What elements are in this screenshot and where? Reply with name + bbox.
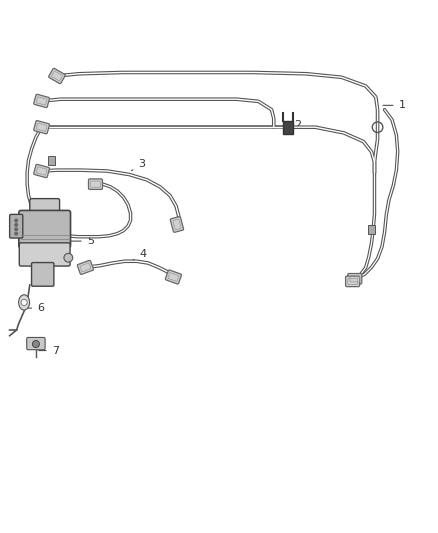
FancyBboxPatch shape	[10, 214, 23, 238]
Ellipse shape	[18, 295, 30, 310]
FancyBboxPatch shape	[348, 273, 362, 284]
FancyBboxPatch shape	[78, 260, 93, 274]
Text: 2: 2	[288, 120, 301, 134]
FancyBboxPatch shape	[346, 276, 360, 287]
Circle shape	[21, 300, 27, 305]
FancyBboxPatch shape	[34, 120, 49, 134]
Circle shape	[32, 341, 39, 348]
Circle shape	[15, 232, 18, 235]
Bar	[48, 156, 55, 165]
FancyBboxPatch shape	[34, 164, 49, 177]
FancyBboxPatch shape	[34, 94, 49, 108]
Text: 3: 3	[131, 159, 145, 171]
FancyBboxPatch shape	[32, 263, 54, 286]
Text: 7: 7	[39, 345, 59, 356]
FancyBboxPatch shape	[88, 179, 102, 189]
Text: 5: 5	[71, 236, 94, 246]
FancyBboxPatch shape	[27, 337, 45, 350]
Circle shape	[15, 219, 18, 222]
Bar	[368, 225, 375, 233]
FancyBboxPatch shape	[19, 211, 71, 248]
Circle shape	[15, 228, 18, 231]
Circle shape	[64, 253, 73, 262]
Text: 6: 6	[21, 303, 44, 313]
Text: 4: 4	[131, 249, 146, 261]
FancyBboxPatch shape	[166, 270, 181, 284]
FancyBboxPatch shape	[19, 243, 70, 266]
Circle shape	[15, 223, 18, 226]
FancyBboxPatch shape	[30, 199, 60, 214]
FancyBboxPatch shape	[170, 216, 184, 232]
FancyBboxPatch shape	[49, 68, 65, 84]
Text: 1: 1	[383, 100, 406, 110]
Bar	[283, 120, 293, 134]
